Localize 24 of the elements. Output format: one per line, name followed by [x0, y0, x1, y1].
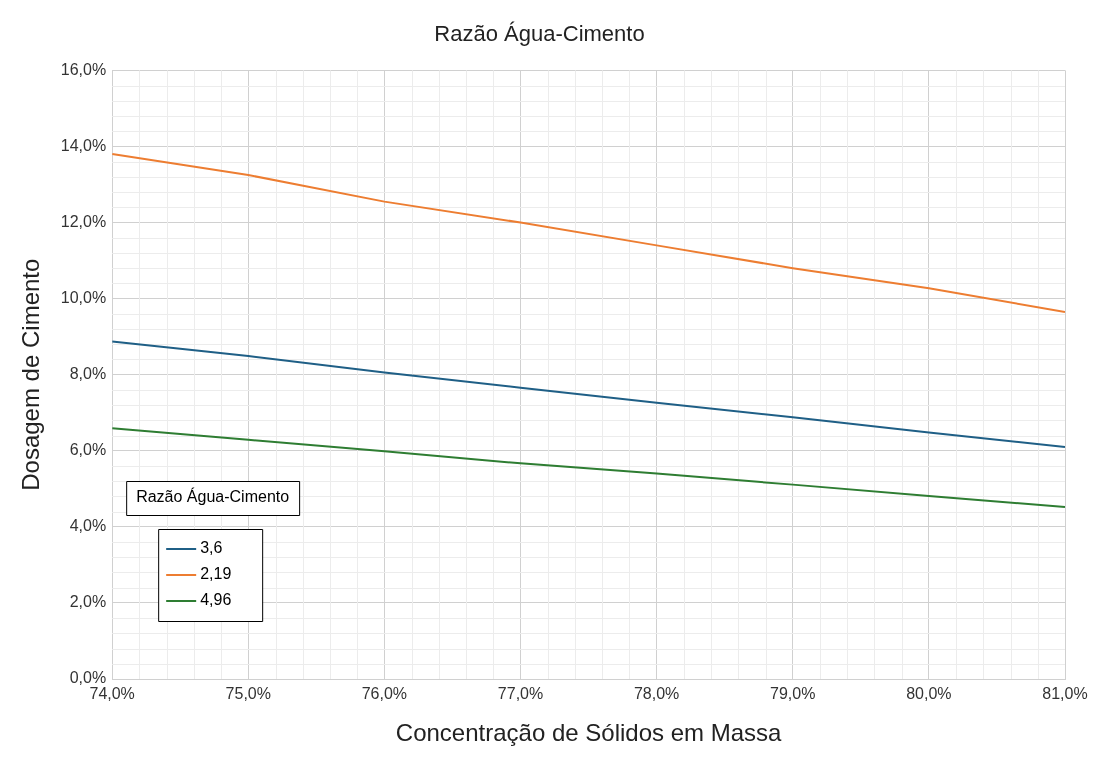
y-tick-label: 6,0% [69, 441, 107, 459]
x-tick-label: 76,0% [361, 685, 408, 703]
legend-label: 4,96 [200, 591, 232, 609]
x-tick-label: 75,0% [225, 685, 271, 703]
y-axis-title: Dosagem de Cimento [17, 258, 45, 491]
y-tick-label: 12,0% [60, 212, 107, 230]
chart-title: Razão Água-Cimento [434, 21, 645, 47]
y-tick-label: 4,0% [69, 517, 107, 535]
x-tick-label: 81,0% [1042, 685, 1088, 703]
x-tick-label: 78,0% [633, 685, 680, 703]
x-tick-label: 74,0% [89, 685, 135, 703]
y-tick-label: 14,0% [60, 136, 107, 154]
y-tick-label: 10,0% [60, 289, 107, 307]
y-tick-label: 2,0% [69, 593, 107, 611]
x-axis-title: Concentração de Sólidos em Massa [395, 719, 782, 747]
y-tick-label: 8,0% [69, 365, 107, 383]
legend-label: 3,6 [200, 539, 223, 557]
x-tick-label: 79,0% [770, 685, 816, 703]
x-tick-label: 77,0% [497, 685, 544, 703]
legend-title: Razão Água-Cimento [136, 487, 290, 506]
y-tick-label: 0,0% [69, 669, 107, 687]
y-tick-label: 16,0% [60, 60, 107, 78]
legend-label: 2,19 [200, 565, 232, 583]
x-tick-label: 80,0% [906, 685, 952, 703]
